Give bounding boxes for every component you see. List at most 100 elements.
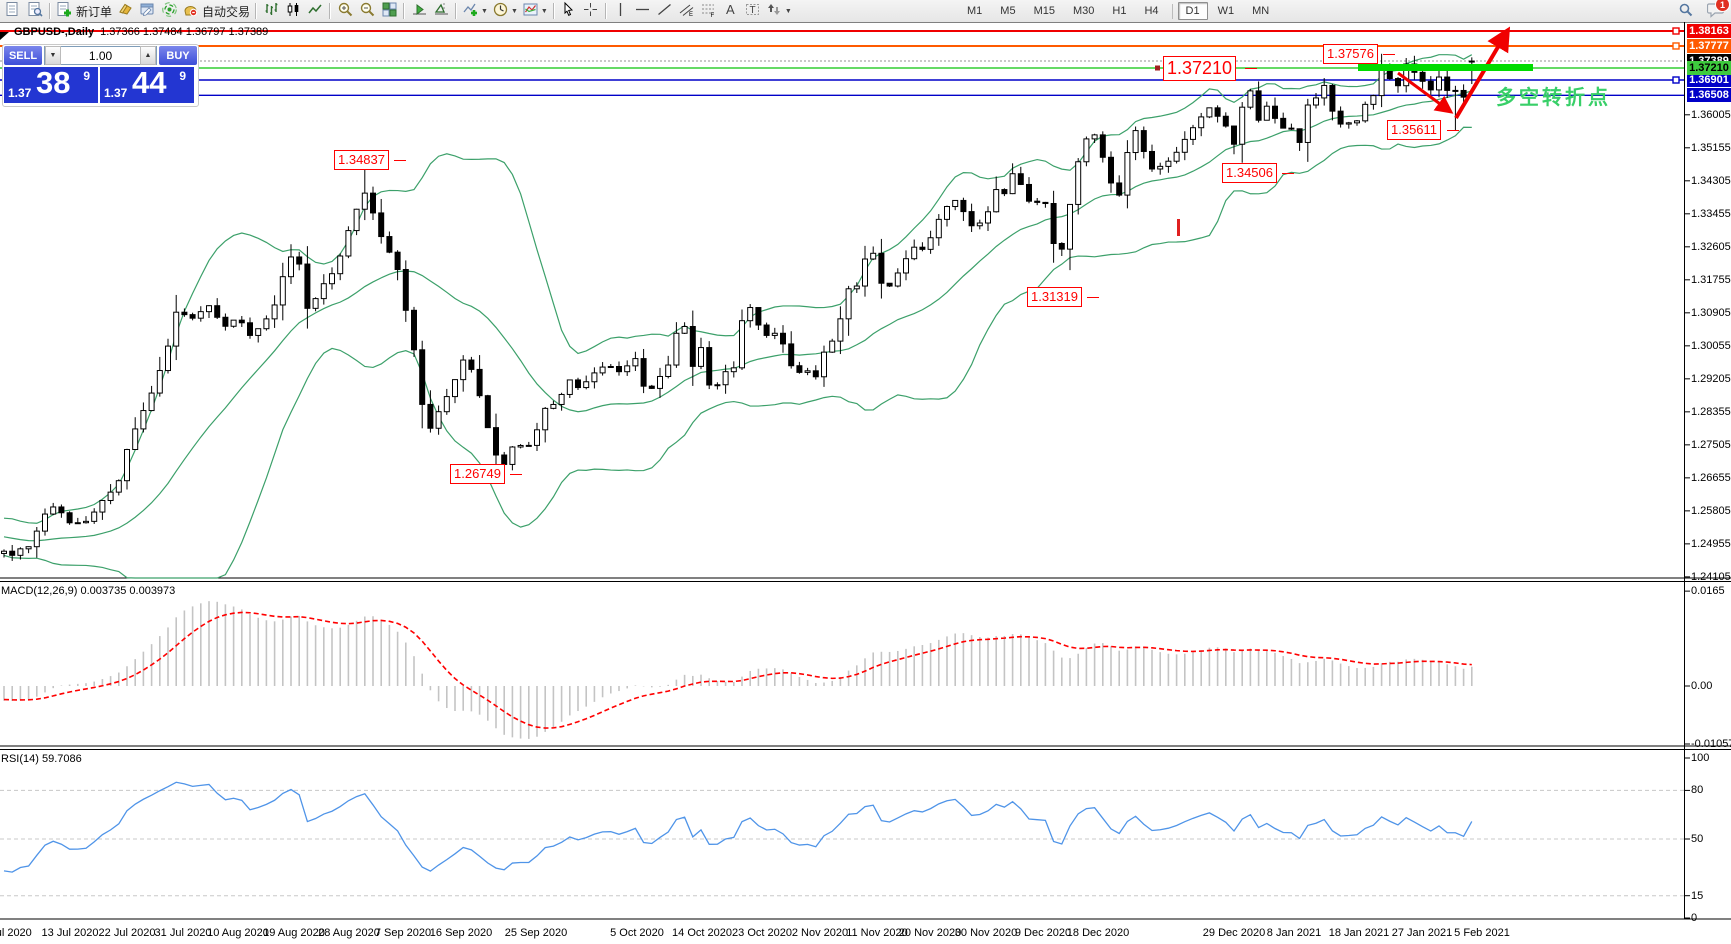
date-tick-label: 25 Sep 2020: [504, 927, 568, 939]
timeframe-m1-button[interactable]: M1: [967, 5, 983, 17]
zoom-in-icon: [337, 1, 354, 21]
tile-windows-button[interactable]: [378, 1, 400, 21]
support-zone-bar: [1358, 64, 1533, 71]
svg-text:F: F: [711, 13, 715, 18]
price-tick-label: -0.010571: [1691, 738, 1731, 750]
signals-button[interactable]: [158, 1, 180, 21]
indicators-button[interactable]: ▼: [460, 1, 490, 21]
date-tick-label: 2 Nov 2020: [791, 927, 849, 939]
channel-button[interactable]: E: [676, 1, 698, 21]
annotation-anchor-line: [394, 160, 406, 162]
buy-price-tile[interactable]: 1.37 44 9: [100, 65, 194, 103]
candlestick-button[interactable]: [282, 1, 304, 21]
search-icon: [1678, 2, 1694, 21]
price-tick-label: 80: [1691, 784, 1704, 797]
metaeditor-icon: [139, 1, 156, 21]
sell-price-pip: 9: [83, 69, 90, 83]
history-center-button[interactable]: [114, 1, 136, 21]
toolbar-separator: [552, 3, 555, 19]
annotation-anchor-line: [510, 474, 522, 476]
volume-input[interactable]: [61, 47, 140, 64]
templates-button[interactable]: ▼: [520, 1, 550, 21]
messages-button[interactable]: 1: [1705, 0, 1730, 21]
date-tick-label: 8 Jan 2021: [1266, 927, 1322, 939]
price-level-label: 1.37777: [1687, 38, 1731, 53]
horizontal-line-button[interactable]: [632, 1, 654, 21]
date-tick-label: 9 Dec 2020: [1014, 927, 1072, 939]
metaeditor-button[interactable]: [136, 1, 158, 21]
price-annotation-tag[interactable]: 1.26749: [450, 464, 505, 485]
text-icon: A: [722, 1, 739, 21]
timeframe-d1-button[interactable]: D1: [1177, 2, 1208, 20]
new-order-button[interactable]: 新订单: [54, 1, 114, 21]
price-tick-label: 1.30055: [1691, 339, 1731, 352]
chart-shift-button[interactable]: [430, 1, 452, 21]
trendline-icon: [656, 1, 673, 21]
bar-chart-button[interactable]: [260, 1, 282, 21]
sell-button[interactable]: SELL: [4, 46, 42, 65]
timeframe-h1-button[interactable]: H1: [1112, 5, 1127, 17]
timeframe-m15-button[interactable]: M15: [1033, 5, 1055, 17]
main-toolbar: 新订单 自动交易 ▼ ▼ ▼ E F A T ▼ M1 M5 M15 M30 H1 H4 D1 W1 MN 1: [0, 0, 1731, 23]
text-label-button[interactable]: T: [742, 1, 764, 21]
timeframe-w1-button[interactable]: W1: [1217, 5, 1235, 17]
text-button[interactable]: A: [720, 1, 742, 21]
autotrading-button[interactable]: 自动交易: [180, 1, 252, 21]
price-level-label: 1.38163: [1687, 24, 1731, 38]
toolbar-separator: [604, 3, 607, 19]
tile-windows-icon: [381, 1, 398, 21]
volume-spinner: ▼ ▲: [44, 46, 157, 65]
chart-canvas[interactable]: [0, 22, 1731, 944]
buy-price-pip: 9: [179, 69, 186, 83]
volume-decrease-button[interactable]: ▼: [45, 46, 61, 65]
zoom-out-button[interactable]: [356, 1, 378, 21]
volume-increase-button[interactable]: ▲: [140, 46, 156, 65]
toolbar-button-label: 自动交易: [202, 4, 251, 19]
price-level-label: 1.36508: [1687, 88, 1731, 103]
profiles-button[interactable]: [24, 1, 46, 21]
date-tick-label: 11 Nov 2020: [846, 927, 908, 939]
zoom-in-button[interactable]: [334, 1, 356, 21]
buy-button[interactable]: BUY: [159, 46, 197, 65]
price-tick-label: 1.28355: [1691, 405, 1731, 418]
new-chart-button[interactable]: [2, 1, 24, 21]
turning-point-note: 多空转折点: [1496, 87, 1611, 109]
price-annotation-tag[interactable]: 1.35611: [1387, 120, 1442, 141]
vertical-line-button[interactable]: [610, 1, 632, 21]
chart-shift-icon: [433, 1, 450, 21]
date-tick-label: 7 Sep 2020: [374, 927, 432, 939]
price-tick-label: 1.32605: [1691, 240, 1731, 253]
search-button[interactable]: [1675, 1, 1697, 21]
buy-price-prefix: 1.37: [104, 86, 128, 100]
sell-price-tile[interactable]: 1.37 38 9: [4, 65, 98, 103]
price-annotation-tag[interactable]: 1.34506: [1222, 163, 1277, 183]
date-tick-label: 20 Nov 2020: [898, 927, 962, 939]
auto-scroll-button[interactable]: [408, 1, 430, 21]
periods-icon: [492, 1, 509, 21]
fibonacci-icon: F: [700, 1, 717, 21]
cursor-button[interactable]: [558, 1, 580, 21]
toolbar-separator: [455, 3, 458, 19]
periods-button[interactable]: ▼: [490, 1, 520, 21]
arrows-button[interactable]: ▼: [764, 1, 794, 21]
trendline-button[interactable]: [654, 1, 676, 21]
price-annotation-tag[interactable]: 1.34837: [334, 150, 389, 171]
fibonacci-button[interactable]: F: [698, 1, 720, 21]
price-tick-label: 1.24105: [1691, 570, 1731, 583]
line-chart-button[interactable]: [304, 1, 326, 21]
price-annotation-tag[interactable]: 1.37210: [1163, 55, 1237, 81]
toolbar-separator: [329, 3, 332, 19]
price-tick-label: 1.27505: [1691, 438, 1731, 451]
chevron-down-icon: ▼: [540, 7, 548, 15]
date-tick-label: 5 Oct 2020: [610, 927, 664, 939]
date-tick-label: 18 Dec 2020: [1066, 927, 1130, 939]
timeframe-m5-button[interactable]: M5: [1000, 5, 1016, 17]
date-tick-label: 23 Oct 2020: [732, 927, 792, 939]
templates-icon: [522, 1, 539, 21]
timeframe-mn-button[interactable]: MN: [1252, 5, 1270, 17]
price-annotation-tag[interactable]: 1.37576: [1323, 43, 1378, 64]
timeframe-m30-button[interactable]: M30: [1072, 5, 1095, 17]
crosshair-button[interactable]: [580, 1, 602, 21]
price-annotation-tag[interactable]: 1.31319: [1027, 286, 1082, 307]
timeframe-h4-button[interactable]: H4: [1144, 5, 1159, 17]
